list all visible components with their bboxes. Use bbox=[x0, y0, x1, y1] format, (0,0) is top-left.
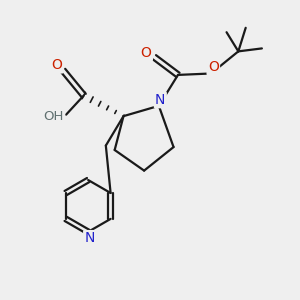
Text: N: N bbox=[85, 231, 95, 245]
Text: N: N bbox=[155, 93, 166, 107]
Text: O: O bbox=[141, 46, 152, 60]
Text: OH: OH bbox=[44, 110, 64, 123]
Text: O: O bbox=[208, 60, 219, 74]
Text: O: O bbox=[51, 58, 62, 72]
